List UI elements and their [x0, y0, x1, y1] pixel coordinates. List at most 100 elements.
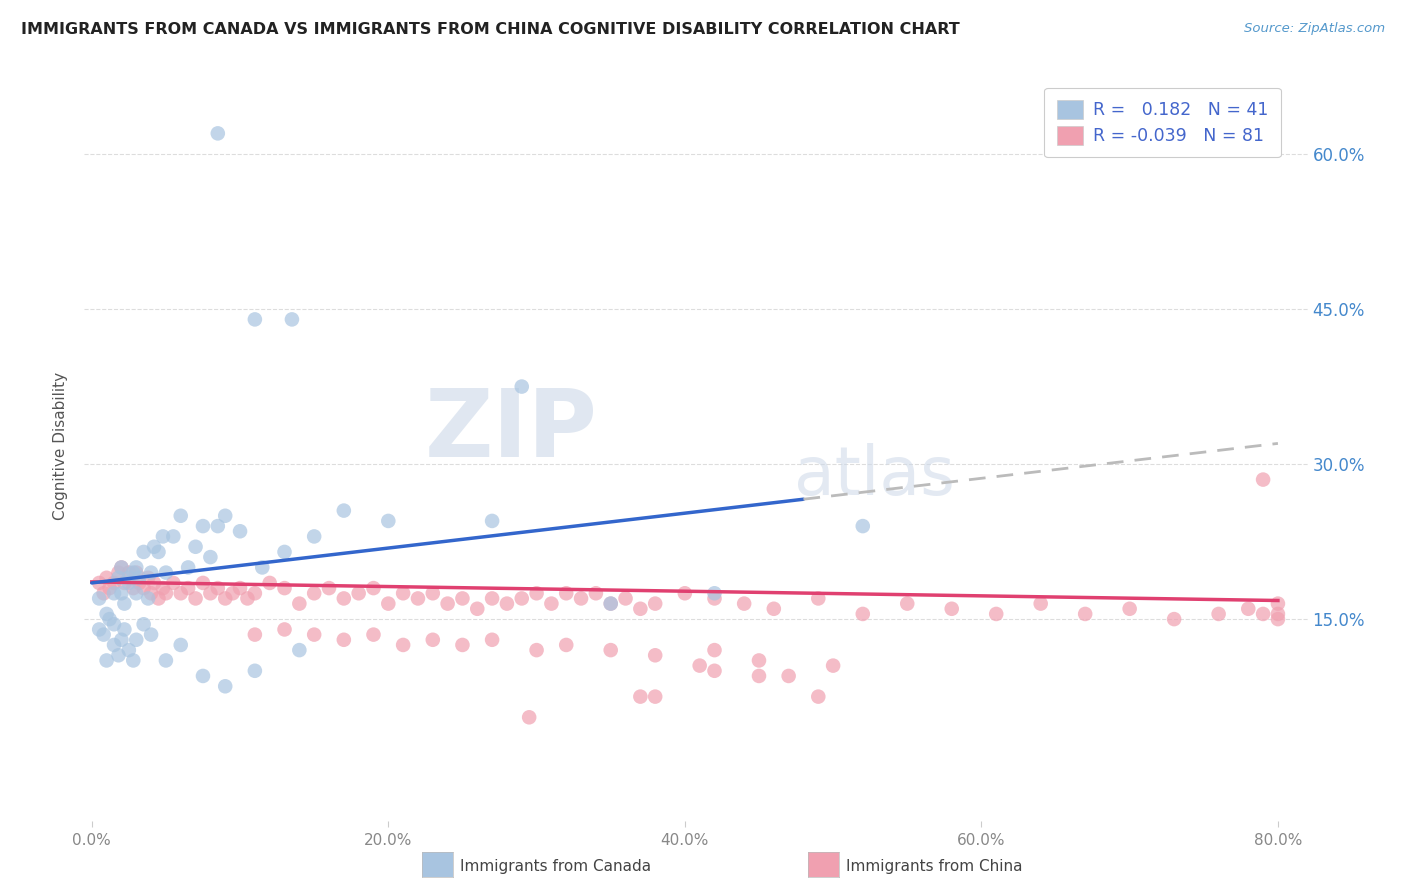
- Point: [852, 607, 875, 621]
- Point: [89, 591, 111, 606]
- Point: [122, 566, 145, 580]
- Point: [107, 571, 129, 585]
- Point: [252, 560, 274, 574]
- Point: [451, 591, 474, 606]
- Point: [422, 632, 444, 647]
- Point: [136, 591, 159, 606]
- Point: [89, 576, 111, 591]
- Point: [392, 638, 415, 652]
- Point: [555, 638, 578, 652]
- Point: [628, 601, 651, 615]
- Y-axis label: Cognitive Disability: Cognitive Disability: [53, 372, 69, 520]
- Point: [221, 586, 243, 600]
- Point: [288, 643, 311, 657]
- Point: [333, 503, 356, 517]
- Point: [125, 632, 148, 647]
- Point: [103, 586, 125, 600]
- Point: [481, 514, 503, 528]
- Point: [333, 632, 356, 647]
- Point: [599, 597, 621, 611]
- Point: [214, 591, 236, 606]
- Point: [1074, 607, 1097, 621]
- Point: [644, 597, 666, 611]
- Point: [191, 669, 214, 683]
- Point: [465, 601, 488, 615]
- Point: [125, 560, 148, 574]
- Point: [347, 586, 370, 600]
- Point: [103, 617, 125, 632]
- Point: [1251, 473, 1274, 487]
- Point: [510, 591, 533, 606]
- Point: [152, 529, 174, 543]
- Point: [191, 519, 214, 533]
- Point: [436, 597, 458, 611]
- Point: [333, 591, 356, 606]
- Point: [644, 690, 666, 704]
- Point: [526, 586, 548, 600]
- Point: [207, 127, 229, 141]
- Point: [110, 632, 132, 647]
- Point: [807, 690, 830, 704]
- Point: [152, 581, 174, 595]
- Point: [112, 576, 135, 591]
- Point: [143, 540, 166, 554]
- Text: Source: ZipAtlas.com: Source: ZipAtlas.com: [1244, 22, 1385, 36]
- Point: [614, 591, 637, 606]
- Point: [733, 597, 755, 611]
- Point: [214, 508, 236, 523]
- Point: [89, 623, 111, 637]
- Point: [1267, 612, 1289, 626]
- Point: [481, 632, 503, 647]
- Text: IMMIGRANTS FROM CANADA VS IMMIGRANTS FROM CHINA COGNITIVE DISABILITY CORRELATION: IMMIGRANTS FROM CANADA VS IMMIGRANTS FRO…: [21, 22, 960, 37]
- Point: [170, 508, 193, 523]
- Point: [243, 627, 266, 641]
- Point: [1251, 607, 1274, 621]
- Point: [143, 576, 166, 591]
- Point: [288, 597, 311, 611]
- Point: [177, 581, 200, 595]
- Point: [703, 643, 725, 657]
- Point: [98, 612, 121, 626]
- Point: [273, 545, 295, 559]
- Point: [96, 653, 118, 667]
- Point: [148, 591, 170, 606]
- Point: [132, 617, 155, 632]
- Point: [540, 597, 562, 611]
- Point: [96, 607, 118, 621]
- Point: [103, 576, 125, 591]
- Point: [139, 566, 162, 580]
- Point: [200, 586, 222, 600]
- Point: [103, 638, 125, 652]
- Point: [585, 586, 607, 600]
- Point: [1267, 607, 1289, 621]
- Point: [1267, 597, 1289, 611]
- Point: [110, 560, 132, 574]
- Point: [155, 586, 177, 600]
- Point: [112, 623, 135, 637]
- Point: [96, 571, 118, 585]
- Point: [170, 638, 193, 652]
- Point: [555, 586, 578, 600]
- Legend: R =   0.182   N = 41, R = -0.039   N = 81: R = 0.182 N = 41, R = -0.039 N = 81: [1045, 87, 1281, 157]
- Point: [214, 679, 236, 693]
- Point: [125, 586, 148, 600]
- Point: [122, 653, 145, 667]
- Point: [281, 312, 304, 326]
- Point: [363, 627, 385, 641]
- Point: [229, 524, 252, 539]
- Point: [243, 664, 266, 678]
- Point: [392, 586, 415, 600]
- Point: [526, 643, 548, 657]
- Point: [377, 597, 399, 611]
- Point: [184, 591, 207, 606]
- Point: [148, 545, 170, 559]
- Point: [748, 653, 770, 667]
- Point: [703, 664, 725, 678]
- Point: [517, 710, 540, 724]
- Point: [1237, 601, 1260, 615]
- Point: [778, 669, 800, 683]
- Text: Immigrants from China: Immigrants from China: [846, 859, 1024, 873]
- Point: [93, 627, 115, 641]
- Point: [191, 576, 214, 591]
- Point: [481, 591, 503, 606]
